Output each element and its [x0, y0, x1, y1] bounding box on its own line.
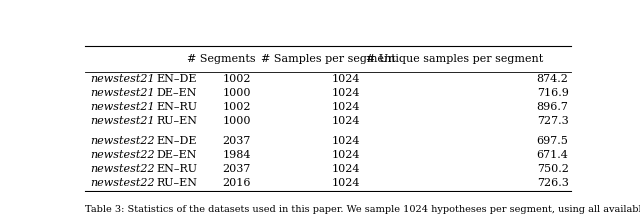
- Text: 1024: 1024: [332, 74, 360, 84]
- Text: newstest22: newstest22: [90, 136, 154, 146]
- Text: # Unique samples per segment: # Unique samples per segment: [366, 54, 543, 64]
- Text: newstest22: newstest22: [90, 178, 154, 188]
- Text: newstest22: newstest22: [90, 150, 154, 160]
- Text: 671.4: 671.4: [537, 150, 568, 160]
- Text: newstest21: newstest21: [90, 102, 154, 112]
- Text: 874.2: 874.2: [537, 74, 568, 84]
- Text: EN–DE: EN–DE: [157, 74, 197, 84]
- Text: 716.9: 716.9: [537, 88, 568, 98]
- Text: newstest21: newstest21: [90, 74, 154, 84]
- Text: EN–RU: EN–RU: [157, 102, 198, 112]
- Text: newstest21: newstest21: [90, 88, 154, 98]
- Text: newstest21: newstest21: [90, 116, 154, 125]
- Text: DE–EN: DE–EN: [157, 150, 197, 160]
- Text: 1024: 1024: [332, 136, 360, 146]
- Text: Table 3: Statistics of the datasets used in this paper. We sample 1024 hypothese: Table 3: Statistics of the datasets used…: [85, 205, 640, 214]
- Text: EN–DE: EN–DE: [157, 136, 197, 146]
- Text: 1024: 1024: [332, 102, 360, 112]
- Text: 2037: 2037: [223, 164, 251, 174]
- Text: EN–RU: EN–RU: [157, 164, 198, 174]
- Text: # Segments: # Segments: [187, 54, 255, 64]
- Text: 896.7: 896.7: [537, 102, 568, 112]
- Text: 1024: 1024: [332, 116, 360, 125]
- Text: # Samples per segment: # Samples per segment: [260, 54, 396, 64]
- Text: 2037: 2037: [223, 136, 251, 146]
- Text: 1000: 1000: [223, 116, 251, 125]
- Text: 1000: 1000: [223, 88, 251, 98]
- Text: 1024: 1024: [332, 150, 360, 160]
- Text: newstest22: newstest22: [90, 164, 154, 174]
- Text: 1002: 1002: [223, 102, 251, 112]
- Text: 727.3: 727.3: [537, 116, 568, 125]
- Text: 1984: 1984: [223, 150, 251, 160]
- Text: 1024: 1024: [332, 88, 360, 98]
- Text: RU–EN: RU–EN: [157, 116, 198, 125]
- Text: 1024: 1024: [332, 164, 360, 174]
- Text: 1024: 1024: [332, 178, 360, 188]
- Text: 1002: 1002: [223, 74, 251, 84]
- Text: RU–EN: RU–EN: [157, 178, 198, 188]
- Text: DE–EN: DE–EN: [157, 88, 197, 98]
- Text: 750.2: 750.2: [537, 164, 568, 174]
- Text: 726.3: 726.3: [537, 178, 568, 188]
- Text: 697.5: 697.5: [537, 136, 568, 146]
- Text: 2016: 2016: [223, 178, 251, 188]
